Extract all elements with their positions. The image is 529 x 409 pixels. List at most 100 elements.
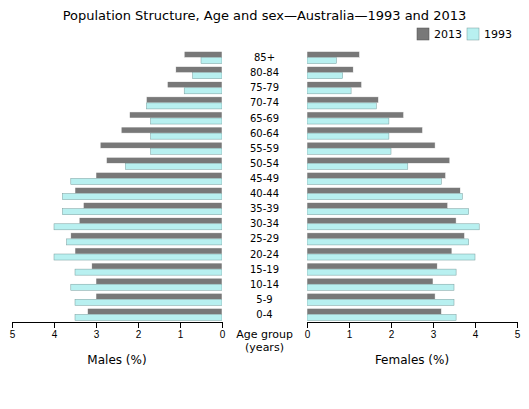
bar — [146, 97, 222, 103]
tick-label: 3 — [431, 329, 437, 340]
bar — [71, 284, 222, 290]
bar — [75, 188, 222, 194]
bar — [307, 284, 454, 290]
bar — [307, 67, 353, 73]
bar — [307, 163, 408, 169]
bar — [125, 163, 222, 169]
category-label: 10-14 — [250, 279, 279, 290]
tick-label: 0 — [305, 329, 311, 340]
category-label: 20-24 — [250, 249, 279, 260]
tick-label: 5 — [515, 329, 521, 340]
axis-line — [308, 323, 518, 329]
tick: 1 — [347, 322, 353, 340]
bar — [307, 103, 376, 109]
bar — [307, 308, 441, 314]
tick: 2 — [389, 322, 395, 340]
tick: 0 — [305, 322, 311, 340]
bar — [307, 127, 423, 133]
chart: Population Structure, Age and sex—Austra… — [0, 0, 529, 409]
bar — [107, 157, 223, 163]
legend-swatch — [417, 28, 429, 40]
series — [307, 52, 465, 315]
bar — [307, 148, 391, 154]
legend-label: 1993 — [484, 28, 512, 41]
tick-mark — [475, 322, 476, 328]
tick: 5 — [10, 322, 16, 340]
bar — [307, 233, 465, 239]
bar — [307, 299, 454, 305]
category-label: 70-74 — [250, 97, 279, 108]
bar — [130, 112, 222, 118]
bars — [307, 52, 479, 321]
tick-label: 3 — [94, 329, 100, 340]
bar — [54, 224, 222, 230]
x-axis: 0 1 2 3 4 5 — [305, 322, 521, 340]
bar — [307, 224, 479, 230]
bar — [79, 218, 222, 224]
bar — [307, 118, 389, 124]
category-label: 55-59 — [250, 143, 279, 154]
tick-label: 2 — [389, 329, 395, 340]
bar — [151, 118, 222, 124]
tick-label: 0 — [220, 329, 226, 340]
bar — [75, 299, 222, 305]
bar — [176, 67, 222, 73]
bar — [307, 88, 351, 94]
tick: 5 — [515, 322, 521, 340]
bar — [307, 203, 448, 209]
legend: 20131993 — [417, 28, 512, 41]
series — [307, 58, 479, 321]
tick-mark — [307, 322, 308, 328]
category-label: 35-39 — [250, 203, 279, 214]
bar — [62, 194, 222, 200]
bar — [96, 293, 222, 299]
title: Population Structure, Age and sex—Austra… — [63, 8, 467, 23]
tick-mark — [96, 322, 97, 328]
axis-title: Age group(years) — [236, 328, 293, 354]
tick-label: 2 — [136, 329, 142, 340]
series — [71, 52, 222, 315]
tick-mark — [433, 322, 434, 328]
bar — [75, 248, 222, 254]
bar — [146, 103, 222, 109]
bar — [307, 293, 435, 299]
legend-swatch — [467, 28, 479, 40]
category-label: 40-44 — [250, 188, 279, 199]
tick-mark — [391, 322, 392, 328]
tick-label: 4 — [473, 329, 479, 340]
bar — [307, 82, 362, 88]
bar — [54, 254, 222, 260]
bar — [307, 73, 343, 79]
bar — [184, 88, 222, 94]
bar — [307, 58, 336, 64]
tick: 4 — [473, 322, 479, 340]
bar — [307, 314, 456, 320]
category-label: 15-19 — [250, 264, 279, 275]
category-label: 25-29 — [250, 233, 279, 244]
bar — [307, 194, 462, 200]
category-label: 75-79 — [250, 82, 279, 93]
bar — [307, 278, 433, 284]
bar — [62, 209, 222, 215]
bar — [307, 133, 389, 139]
tick: 0 — [220, 322, 226, 340]
tick-label: 1 — [178, 329, 184, 340]
bar — [88, 308, 222, 314]
axis-title: Males (%) — [87, 353, 146, 367]
bar — [307, 188, 460, 194]
bar — [307, 142, 435, 148]
bar — [100, 142, 222, 148]
bar — [75, 269, 222, 275]
tick: 4 — [52, 322, 58, 340]
bar — [121, 127, 222, 133]
x-axis: 0 1 2 3 4 5 — [10, 322, 226, 340]
bar — [184, 52, 222, 58]
bar — [83, 203, 222, 209]
bar — [96, 278, 222, 284]
bar — [307, 269, 456, 275]
bar — [307, 239, 469, 245]
bar — [307, 254, 475, 260]
category-label: 5-9 — [256, 294, 272, 305]
tick-label: 5 — [10, 329, 16, 340]
tick: 2 — [136, 322, 142, 340]
